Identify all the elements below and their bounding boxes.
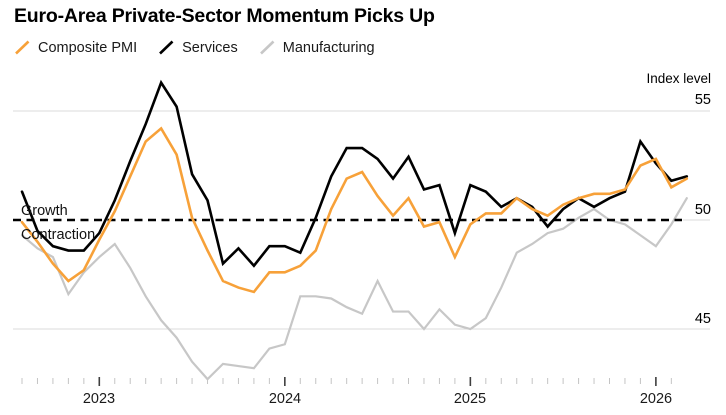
x-label-2025: 2025 <box>454 391 486 407</box>
services-slash-icon <box>159 40 174 55</box>
chart-title: Euro-Area Private-Sector Momentum Picks … <box>14 5 435 27</box>
growth-annotation: Growth <box>21 203 68 219</box>
contraction-annotation: Contraction <box>21 227 95 243</box>
legend-label-composite: Composite PMI <box>38 39 138 56</box>
x-label-2026: 2026 <box>640 391 672 407</box>
manufacturing-slash-icon <box>259 40 275 55</box>
y-axis-unit-label: Index level <box>646 71 711 86</box>
legend-item-manufacturing: Manufacturing <box>259 39 375 56</box>
chart-legend: Composite PMI Services Manufacturing <box>14 39 375 56</box>
x-label-2024: 2024 <box>269 391 301 407</box>
y-tick-45: 45 <box>695 311 711 327</box>
manufacturing-line <box>20 197 688 381</box>
legend-label-services: Services <box>182 39 238 56</box>
legend-item-services: Services <box>158 39 238 56</box>
legend-item-composite: Composite PMI <box>14 39 137 56</box>
chart-header: Euro-Area Private-Sector Momentum Picks … <box>14 4 435 28</box>
composite-pmi-line <box>20 126 689 294</box>
y-tick-50: 50 <box>695 202 711 218</box>
x-label-2023: 2023 <box>83 391 115 407</box>
composite-slash-icon <box>15 40 30 55</box>
legend-label-manufacturing: Manufacturing <box>282 39 375 56</box>
y-tick-55: 55 <box>695 92 711 108</box>
